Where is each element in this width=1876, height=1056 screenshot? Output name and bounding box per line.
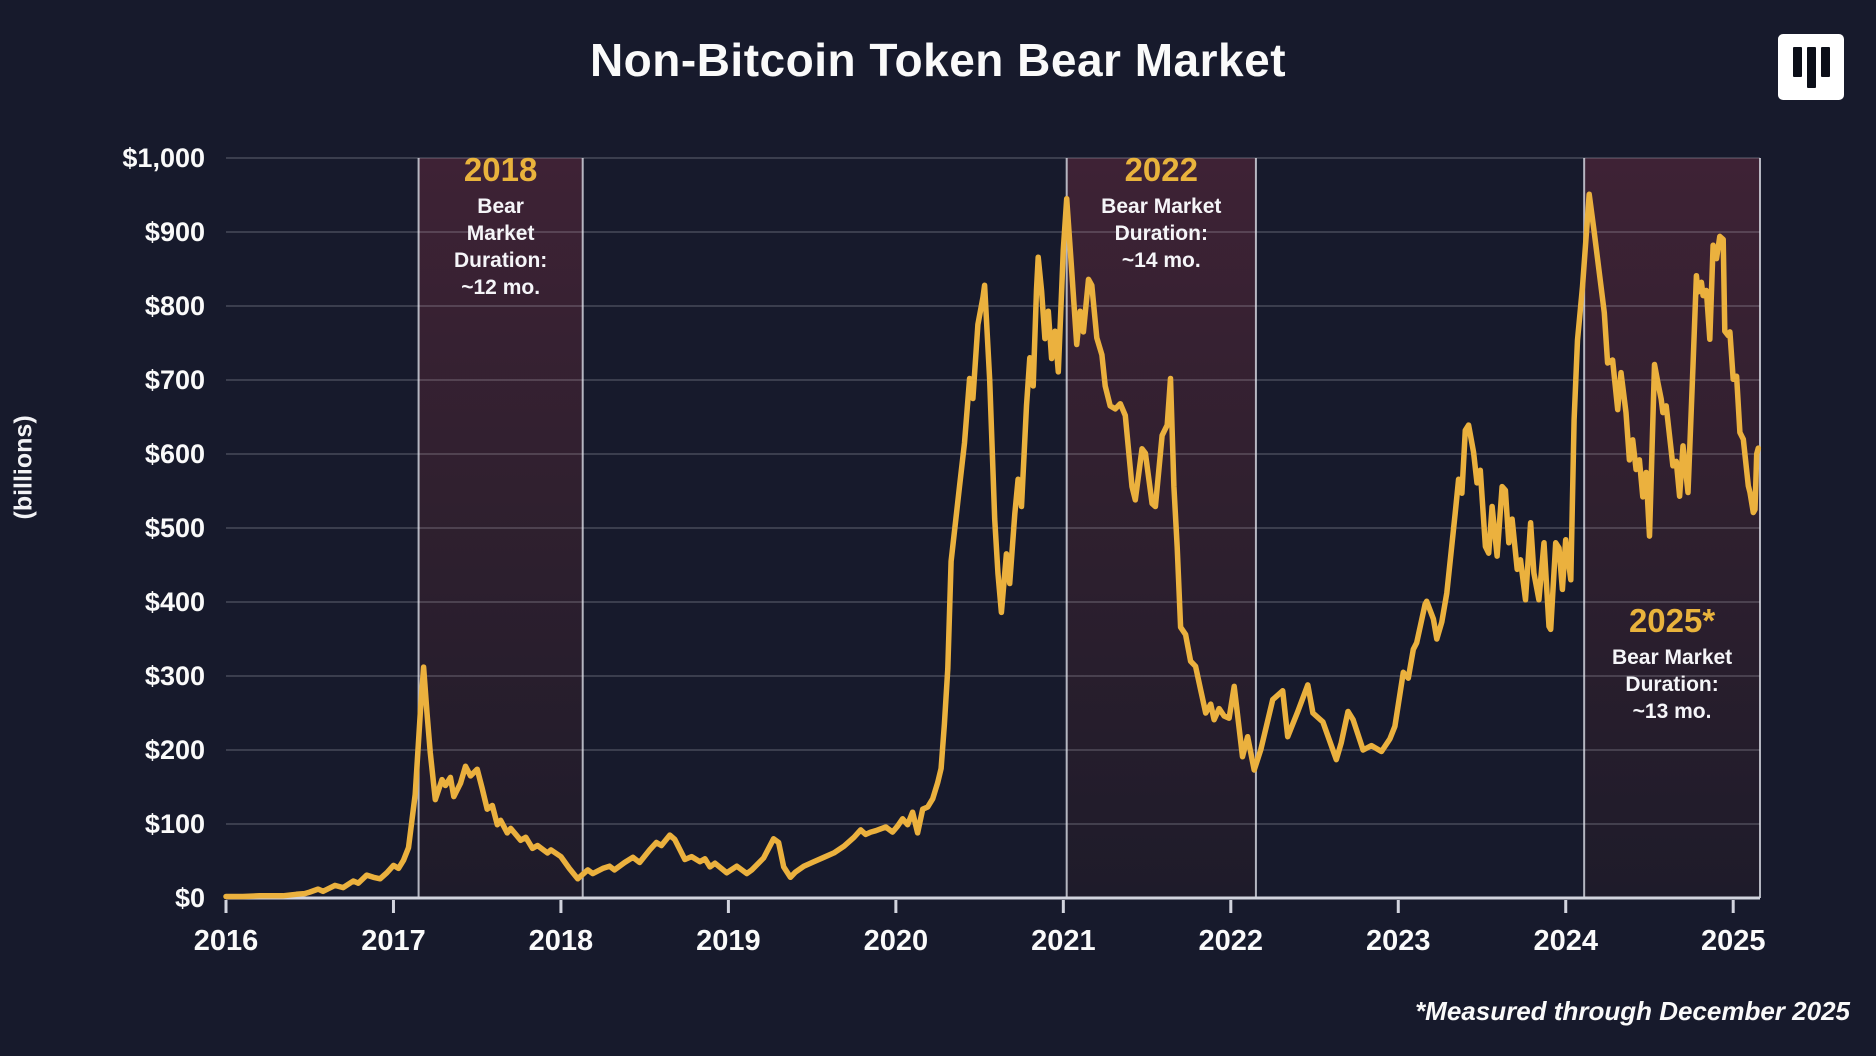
svg-text:2019: 2019: [696, 925, 761, 957]
region-text-line: Duration:: [453, 249, 548, 272]
svg-text:$100: $100: [145, 809, 205, 839]
region-text-line: Bear Market: [1101, 195, 1222, 218]
region-text-line: Bear Market: [1611, 646, 1733, 669]
logo-bar-left: [1793, 47, 1802, 77]
region-text-line: Duration:: [1114, 222, 1208, 245]
y-axis-title: (billions): [9, 415, 38, 520]
svg-text:2024: 2024: [1533, 925, 1598, 957]
svg-text:$500: $500: [145, 513, 205, 543]
svg-text:$800: $800: [145, 291, 205, 321]
footnote: *Measured through December 2025: [1415, 996, 1850, 1026]
svg-text:$200: $200: [145, 735, 205, 765]
tick-labels: $0 $100 $200 $300 $400 $500 $600 $700 $800 $900 $1…: [122, 143, 1765, 957]
logo-bar-right: [1821, 47, 1830, 77]
region-text-line: Market: [466, 222, 535, 245]
svg-text:$700: $700: [145, 365, 205, 395]
region-year-label: 2022: [1124, 151, 1198, 188]
svg-text:$400: $400: [145, 587, 205, 617]
region-label-2022: 2022 Bear Market Duration: ~14 mo.: [1051, 150, 1271, 274]
logo-bar-middle: [1807, 47, 1816, 88]
axes: [224, 896, 1760, 913]
region-label-2025: 2025* Bear Market Duration: ~13 mo.: [1562, 601, 1782, 725]
svg-text:2016: 2016: [194, 925, 259, 957]
svg-text:$1,000: $1,000: [122, 143, 205, 173]
region-year-label: 2018: [463, 151, 538, 188]
svg-text:$300: $300: [145, 661, 205, 691]
svg-text:$600: $600: [145, 439, 205, 469]
svg-text:2022: 2022: [1199, 925, 1264, 957]
svg-text:2018: 2018: [529, 925, 594, 957]
region-year-label: 2025*: [1628, 602, 1716, 639]
svg-text:2023: 2023: [1366, 925, 1431, 957]
svg-text:2025: 2025: [1701, 925, 1766, 957]
region-text-line: ~13 mo.: [1632, 700, 1712, 723]
pantera-logo: [1778, 34, 1844, 100]
region-text-line: Duration:: [1625, 673, 1719, 696]
region-label-2018: 2018 Bear Market Duration: ~12 mo.: [391, 150, 611, 301]
region-text-line: Bear: [477, 195, 524, 218]
svg-text:2017: 2017: [361, 925, 426, 957]
bear-market-regions: [417, 158, 1761, 898]
svg-text:$0: $0: [175, 883, 205, 913]
region-text-line: ~12 mo.: [461, 276, 541, 299]
region-text-line: ~14 mo.: [1121, 249, 1201, 272]
chart-title: Non-Bitcoin Token Bear Market: [589, 34, 1287, 86]
svg-text:$900: $900: [145, 217, 205, 247]
svg-text:2021: 2021: [1031, 925, 1096, 957]
svg-text:2020: 2020: [864, 925, 929, 957]
market-cap-line: [223, 191, 1762, 900]
